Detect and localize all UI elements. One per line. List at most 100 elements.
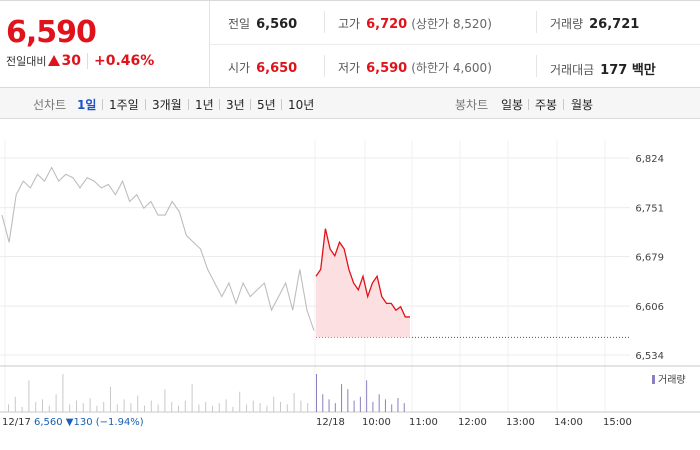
volume-bar — [171, 401, 173, 412]
stat-volume: 거래량 26,721 — [550, 15, 639, 32]
volume-bar — [328, 399, 330, 412]
volume-bar — [273, 396, 275, 412]
tab-10y[interactable]: 10년 — [288, 98, 315, 112]
change-amount: 30 — [61, 53, 81, 69]
volume-bar — [137, 395, 139, 412]
stat-label: 시가 — [228, 61, 251, 75]
x-tick-label: 13:00 — [506, 417, 535, 428]
y-tick-label: 6,751 — [635, 204, 664, 215]
stat-high: 고가 6,720 (상한가 8,520) — [338, 15, 492, 32]
volume-bar — [212, 405, 213, 412]
volume-bar — [184, 400, 186, 412]
x-tick-label: 10:00 — [362, 417, 391, 428]
stat-value: 6,720 — [366, 17, 408, 32]
volume-bar — [14, 396, 16, 412]
volume-legend-swatch — [652, 375, 655, 384]
x-tick-label: 12:00 — [458, 417, 487, 428]
stat-prev-close: 전일 6,560 — [228, 15, 297, 32]
volume-bar — [218, 403, 220, 412]
volume-bar — [359, 396, 361, 412]
volume-bar — [150, 400, 152, 412]
volume-bar — [225, 399, 227, 412]
tab-3y[interactable]: 3년 — [226, 98, 245, 112]
volume-bar — [110, 386, 111, 412]
stats-grid: 전일 6,560 고가 6,720 (상한가 8,520) 거래량 26,721 시가 6… — [210, 1, 700, 88]
y-tick-label: 6,606 — [635, 302, 664, 313]
stat-value: 6,590 — [366, 61, 408, 76]
volume-bar — [307, 403, 309, 412]
tab-daily-candle[interactable]: 일봉 — [501, 98, 524, 112]
x-tick-label: 14:00 — [554, 417, 583, 428]
volume-bar — [391, 404, 393, 412]
stat-sub: (하한가 4,600) — [411, 61, 492, 75]
volume-bar — [82, 403, 84, 412]
tab-monthly-candle[interactable]: 월봉 — [571, 98, 594, 112]
x-tick-label: 12/18 — [316, 417, 345, 428]
tab-3m[interactable]: 3개월 — [152, 98, 182, 112]
stat-label: 저가 — [338, 61, 361, 75]
prev-day-close-note: 6,560 ▼130 (−1.94%) — [34, 417, 144, 428]
x-tick-label: 11:00 — [409, 417, 438, 428]
volume-bar — [55, 394, 57, 412]
volume-bar — [96, 405, 98, 412]
x-tick-label: 15:00 — [603, 417, 632, 428]
volume-bar — [130, 403, 132, 412]
volume-bar — [293, 393, 295, 412]
up-triangle-icon — [48, 55, 61, 66]
series-area-today — [316, 228, 410, 338]
volume-bar — [116, 404, 118, 412]
tab-1y[interactable]: 1년 — [195, 98, 214, 112]
stat-value: 6,650 — [256, 61, 298, 76]
stat-label: 거래대금 — [550, 63, 595, 77]
x-tick-label: 12/17 — [2, 417, 31, 428]
volume-bar — [366, 380, 368, 412]
volume-bar — [48, 405, 50, 412]
stat-sub: (상한가 8,520) — [411, 17, 492, 31]
change-percent: +0.46% — [86, 53, 155, 69]
price-box: 6,590 전일대비 30 +0.46% — [0, 1, 210, 88]
volume-bar — [89, 398, 91, 412]
volume-bar — [232, 406, 234, 412]
series-line-today — [315, 228, 410, 318]
change-row: 전일대비 30 +0.46% — [6, 53, 155, 69]
quote-header: 6,590 전일대비 30 +0.46% 전일 6,560 고가 6,720 (상한가 8… — [0, 0, 700, 88]
tab-1w[interactable]: 1주일 — [109, 98, 139, 112]
stat-label: 고가 — [338, 17, 361, 31]
y-tick-label: 6,824 — [635, 154, 664, 165]
volume-bar — [205, 401, 207, 412]
stat-value: 177 백만 — [600, 63, 656, 78]
stat-amount: 거래대금 177 백만 — [550, 59, 656, 78]
volume-bar — [191, 384, 193, 412]
volume-bar — [21, 406, 23, 412]
volume-bar — [280, 401, 281, 412]
volume-bar — [144, 405, 145, 412]
stat-value: 6,560 — [256, 17, 298, 32]
volume-bar — [103, 401, 105, 412]
volume-bar — [316, 374, 317, 412]
volume-bar — [164, 389, 166, 412]
volume-bar — [403, 403, 405, 412]
volume-bar — [378, 394, 380, 412]
chart-tabbar: 선차트 1일 1주일 3개월 1년 3년 5년 10년 봉차트 일봉 주봉 월봉 — [0, 88, 700, 119]
price-chart: 6,824 6,751 6,679 6,606 6,534 거래량 12/17 12/18 10… — [0, 140, 700, 428]
candle-chart-label: 봉차트 — [455, 98, 489, 112]
volume-bar — [157, 404, 159, 412]
tab-weekly-candle[interactable]: 주봉 — [535, 98, 558, 112]
stat-low: 저가 6,590 (하한가 4,600) — [338, 59, 492, 76]
tab-5y[interactable]: 5년 — [257, 98, 276, 112]
y-tick-label: 6,534 — [635, 351, 664, 362]
current-price: 6,590 — [6, 15, 97, 50]
volume-bar — [198, 404, 200, 412]
volume-bar — [239, 391, 241, 412]
stat-label: 거래량 — [550, 17, 584, 31]
volume-bar — [372, 401, 374, 412]
volume-bar — [397, 398, 399, 412]
stat-label: 전일 — [228, 17, 251, 31]
volume-bar — [123, 399, 125, 412]
volume-bar — [341, 384, 343, 412]
tab-1d[interactable]: 1일 — [77, 98, 97, 112]
volume-bar — [353, 400, 355, 412]
change-label: 전일대비 — [6, 55, 47, 68]
volume-legend-label: 거래량 — [658, 374, 686, 386]
